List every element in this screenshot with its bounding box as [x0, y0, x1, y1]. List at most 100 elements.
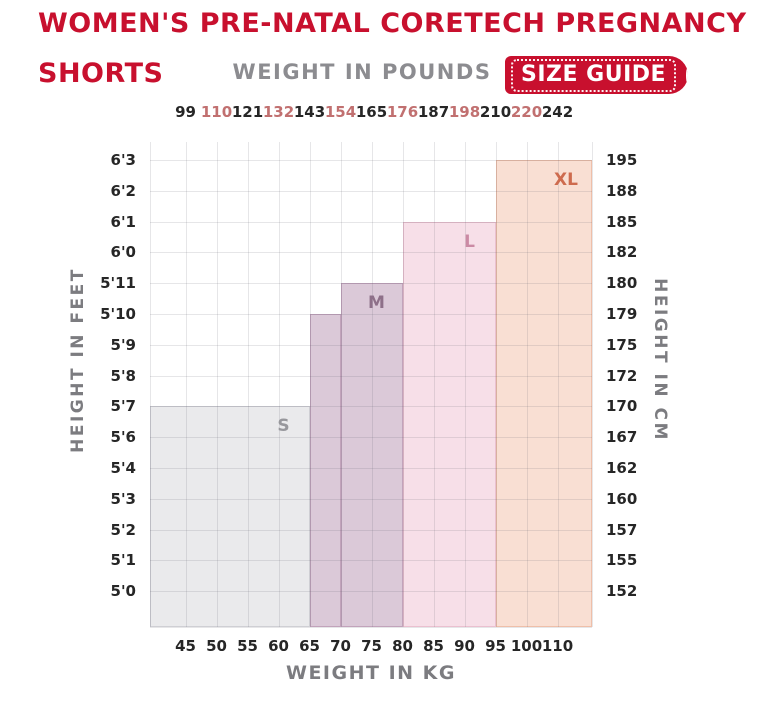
kg-tick: 110: [541, 637, 574, 655]
cm-tick: 167: [606, 428, 638, 447]
gridline-vertical: [278, 142, 280, 627]
right-axis-title: HEIGHT IN CM: [650, 278, 670, 442]
cm-tick: 180: [606, 274, 638, 293]
gridline-vertical: [247, 142, 249, 627]
kg-tick: 45: [175, 637, 196, 655]
cm-tick: 160: [606, 489, 638, 508]
cm-tick: 179: [606, 305, 638, 323]
gridline-horizontal: [150, 406, 592, 408]
gridline-vertical: [464, 142, 466, 627]
gridline-horizontal: [150, 283, 592, 285]
size-region-l: [402, 221, 496, 627]
pounds-tick: 110: [200, 103, 233, 121]
kg-tick: 75: [361, 637, 382, 655]
pounds-tick: 143: [293, 103, 326, 121]
pounds-tick: 176: [386, 103, 419, 121]
size-guide-dot-icon: [686, 68, 688, 82]
kg-tick: 85: [423, 637, 444, 655]
top-axis-title: WEIGHT IN POUNDS: [232, 60, 492, 84]
size-region-label-xl: XL: [554, 170, 578, 190]
gridline-horizontal: [150, 529, 592, 531]
gridline-vertical: [371, 142, 373, 627]
feet-tick: 5'3: [110, 489, 136, 508]
cm-tick: 155: [606, 551, 638, 570]
gridline-vertical: [402, 142, 404, 627]
gridline-horizontal: [150, 160, 592, 161]
cm-tick: 172: [606, 366, 638, 385]
feet-tick: 5'7: [110, 397, 136, 416]
pounds-tick: 210: [479, 103, 512, 121]
gridline-vertical: [340, 142, 342, 627]
kg-tick: 70: [330, 637, 351, 655]
gridline-horizontal: [150, 468, 592, 469]
feet-tick: 5'4: [110, 459, 136, 477]
left-axis-title: HEIGHT IN FEET: [68, 267, 88, 453]
kg-tick: 55: [237, 637, 258, 655]
cm-tick: 175: [606, 335, 638, 354]
pounds-tick: 187: [417, 103, 450, 121]
gridline-vertical: [557, 142, 559, 627]
size-guide-label: SIZE GUIDE: [511, 58, 677, 92]
pounds-tick: 198: [448, 103, 481, 121]
gridline-vertical: [216, 142, 218, 627]
feet-tick: 5'8: [110, 366, 136, 385]
gridline-horizontal: [150, 498, 592, 500]
gridline-horizontal: [150, 221, 592, 223]
gridline-vertical: [185, 142, 187, 627]
cm-tick: 170: [606, 397, 638, 416]
plot-right-border: [592, 142, 593, 627]
kg-tick: 95: [485, 637, 506, 655]
pounds-tick: 220: [510, 103, 543, 121]
feet-tick: 6'1: [110, 212, 136, 231]
gridline-horizontal: [150, 437, 592, 439]
feet-tick: 5'0: [110, 582, 136, 601]
cm-tick: 195: [606, 151, 638, 169]
product-title-line2: SHORTS: [38, 58, 164, 89]
size-region-m: [340, 283, 403, 627]
size-guide-button[interactable]: SIZE GUIDE: [505, 56, 688, 94]
size-region-label-s: S: [277, 416, 290, 437]
gridline-horizontal: [150, 591, 592, 593]
plot-bottom-border: [150, 627, 592, 628]
gridline-horizontal: [150, 375, 592, 377]
gridline-horizontal: [150, 314, 592, 315]
feet-tick: 5'6: [110, 428, 136, 447]
plot-left-border: [150, 142, 151, 627]
feet-tick: 5'2: [110, 520, 136, 539]
gridline-horizontal: [150, 344, 592, 346]
product-title-line1: WOMEN'S PRE-NATAL CORETECH PREGNANCY: [38, 8, 747, 39]
kg-tick: 100: [510, 637, 543, 655]
cm-tick: 162: [606, 459, 638, 477]
kg-tick: 90: [454, 637, 475, 655]
kg-tick: 50: [206, 637, 227, 655]
feet-tick: 6'0: [110, 243, 136, 262]
gridline-vertical: [526, 142, 528, 627]
cm-tick: 157: [606, 520, 638, 539]
pounds-tick: 121: [231, 103, 264, 121]
pounds-tick: 154: [324, 103, 357, 121]
size-region-label-l: L: [464, 231, 475, 252]
size-region-m: [309, 314, 341, 627]
size-region-label-m: M: [368, 293, 385, 314]
pounds-tick: 99: [175, 103, 196, 121]
pounds-tick: 242: [541, 103, 574, 121]
gridline-horizontal: [150, 190, 592, 192]
feet-tick: 5'11: [100, 274, 136, 293]
gridline-horizontal: [150, 252, 592, 254]
feet-tick: 5'1: [110, 551, 136, 570]
gridline-vertical: [433, 142, 435, 627]
gridline-vertical: [495, 142, 497, 627]
size-region-xl: [495, 160, 592, 627]
size-region-s: [150, 406, 310, 627]
pounds-tick: 132: [262, 103, 295, 121]
kg-tick: 65: [299, 637, 320, 655]
feet-tick: 6'3: [110, 151, 136, 169]
kg-tick: 60: [268, 637, 289, 655]
pounds-tick: 165: [355, 103, 388, 121]
bottom-axis-title: WEIGHT IN KG: [286, 662, 456, 684]
cm-tick: 185: [606, 212, 638, 231]
gridline-vertical: [309, 142, 311, 627]
feet-tick: 5'10: [100, 305, 136, 323]
cm-tick: 188: [606, 181, 638, 200]
